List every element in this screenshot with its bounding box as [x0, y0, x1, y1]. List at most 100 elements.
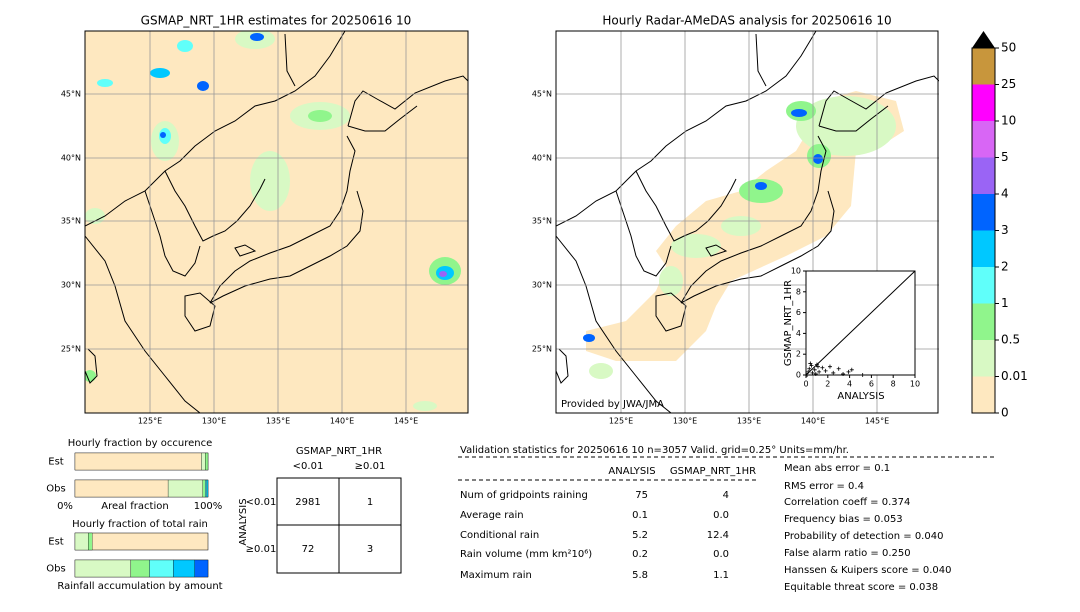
bar-segment	[130, 559, 150, 578]
colorbar-segment	[972, 121, 995, 158]
colorbar-segment	[972, 376, 995, 413]
map-frame	[555, 30, 939, 414]
colorbar-segment	[972, 267, 995, 304]
colorbar-label: 25	[1001, 77, 1016, 91]
score: Hanssen & Kuipers score = 0.040	[784, 565, 951, 576]
x-tick-label: 6	[869, 380, 874, 389]
contingency-table: GSMAP_NRT_1HR <0.01 ≥0.01 ANALYSIS <0.01…	[238, 446, 402, 574]
colorbar: 0 0.01 0.5 1 2 3 4 5 10 25 50	[971, 31, 1028, 420]
score: Correlation coeff = 0.374	[784, 497, 910, 508]
bar-segment	[149, 559, 174, 578]
y-tick-label: 0	[796, 371, 801, 380]
row-label: Obs	[46, 484, 65, 495]
scatter-point	[841, 371, 846, 376]
score: Mean abs error = 0.1	[784, 463, 890, 474]
colorbar-segment	[972, 84, 995, 121]
scatter-point	[814, 362, 819, 367]
bar-frame	[74, 532, 209, 551]
bar-segment	[173, 559, 195, 578]
colorbar-label: 5	[1001, 150, 1009, 164]
row-label: Est	[48, 537, 64, 548]
axis-label: Rainfall accumulation by amount	[57, 581, 222, 592]
y-tick-label: 2	[796, 350, 801, 359]
lat-label: 35°N	[61, 217, 81, 226]
lat-label: 40°N	[532, 154, 552, 163]
column-label: <0.01	[293, 461, 324, 472]
bar-segment	[88, 532, 93, 551]
colorbar-label: 0.5	[1001, 333, 1020, 347]
cell: 5.2	[632, 530, 648, 541]
score: False alarm ratio = 0.250	[784, 548, 911, 559]
scatter-point	[823, 368, 828, 373]
lat-label: 45°N	[61, 90, 81, 99]
colorbar-extend	[972, 31, 995, 48]
x-axis-label: ANALYSIS	[837, 391, 884, 402]
cell: 0.0	[713, 549, 729, 560]
fraction-charts: Hourly fraction by occurence 0% Areal fr…	[46, 438, 222, 592]
chart-title: Hourly fraction by occurence	[68, 438, 212, 449]
lon-label: 125°E	[138, 417, 162, 426]
colorbar-segment	[972, 340, 995, 377]
cell: 75	[635, 490, 648, 501]
lon-label: 125°E	[609, 417, 633, 426]
column-label: ≥0.01	[355, 461, 386, 472]
cell: 3	[367, 544, 373, 555]
credit: Provided by JWA/JMA	[561, 399, 664, 410]
colorbar-label: 2	[1001, 260, 1009, 274]
score: Probability of detection = 0.040	[784, 531, 943, 542]
bar-segment	[74, 532, 89, 551]
bar-segment	[202, 479, 206, 498]
y-tick-label: 10	[791, 267, 801, 276]
x-tick-label: 8	[891, 380, 896, 389]
x-tick-label: 10	[910, 380, 920, 389]
lat-label: 40°N	[61, 154, 81, 163]
colorbar-segment	[972, 303, 995, 340]
lat-label: 25°N	[532, 345, 552, 354]
row-label: Obs	[46, 564, 65, 575]
colorbar-label: 0.01	[1001, 369, 1028, 383]
left-map	[84, 30, 469, 414]
scatter-point	[846, 369, 851, 374]
cell: 72	[302, 544, 315, 555]
bar-segment	[201, 452, 206, 471]
x-tick-label: 0	[803, 380, 808, 389]
lon-label: 130°E	[202, 417, 226, 426]
score: RMS error = 0.4	[784, 481, 864, 492]
cell: 5.8	[632, 570, 648, 581]
row-label: Maximum rain	[460, 570, 532, 581]
bar-segment	[206, 479, 209, 498]
y-tick-label: 6	[796, 308, 801, 317]
lon-label: 145°E	[394, 417, 418, 426]
scatter-point	[860, 373, 865, 377]
scatter-point	[815, 364, 820, 369]
y-tick-label: 8	[796, 287, 801, 296]
scatter-point	[810, 370, 815, 375]
map-title: Hourly Radar-AMeDAS analysis for 2025061…	[602, 14, 891, 28]
scatter-inset: 0 2 4 6 8 10 0 2 4 6 8 10	[791, 267, 920, 389]
validation-table: Validation statistics for 20250616 10 n=…	[458, 445, 996, 593]
validation-title: Validation statistics for 20250616 10 n=…	[460, 445, 849, 456]
bar-segment	[205, 452, 209, 471]
map-title: GSMAP_NRT_1HR estimates for 20250616 10	[141, 14, 412, 28]
scatter-point	[812, 367, 817, 372]
cell: 1.1	[713, 570, 729, 581]
colorbar-label: 3	[1001, 223, 1009, 237]
lon-label: 140°E	[801, 417, 825, 426]
row-label: Average rain	[460, 510, 524, 521]
bar-segment	[167, 479, 203, 498]
scatter-point	[817, 369, 822, 374]
row-label: <0.01	[246, 497, 277, 508]
bar-segment	[194, 559, 209, 578]
row-title: ANALYSIS	[238, 498, 249, 545]
colorbar-segment	[972, 230, 995, 267]
lat-label: 45°N	[532, 90, 552, 99]
diagonal	[805, 270, 916, 376]
colorbar-label: 1	[1001, 296, 1009, 310]
scatter-point	[813, 371, 818, 376]
scatter-point	[827, 364, 832, 369]
bar-segment	[74, 452, 202, 471]
axis-label: Areal fraction	[101, 501, 168, 512]
cell: 12.4	[707, 530, 729, 541]
colorbar-label: 0	[1001, 406, 1009, 420]
axis-min: 0%	[57, 501, 73, 512]
